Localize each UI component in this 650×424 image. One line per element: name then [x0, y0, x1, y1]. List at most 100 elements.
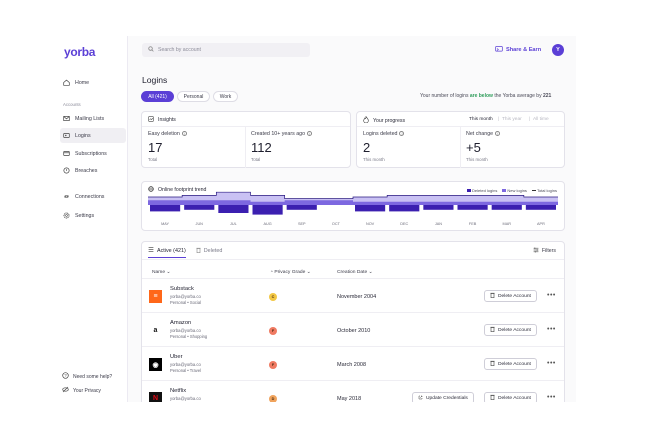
- sidebar-item-label: Settings: [75, 212, 95, 219]
- chevron-down-icon: ⌄: [368, 270, 373, 275]
- deleted-logins-bar: [150, 205, 181, 212]
- account-name[interactable]: Uber: [170, 354, 183, 360]
- account-tags: Personal • Shopping: [170, 334, 208, 339]
- trash-icon: [196, 247, 201, 255]
- table-row[interactable]: ◉ Uber yorba@yorba.co Personal • Travel F Mar…: [142, 346, 564, 380]
- more-options-icon[interactable]: •••: [547, 292, 556, 299]
- sidebar-item-mailing-lists[interactable]: Mailing Lists: [60, 111, 126, 126]
- period-all-time[interactable]: All time: [533, 117, 549, 122]
- table-row[interactable]: a Amazon yorba@yorba.co Personal • Shopping…: [142, 312, 564, 346]
- account-email: yorba@yorba.co: [170, 396, 201, 401]
- share-earn-button[interactable]: Share & Earn: [495, 45, 541, 54]
- info-icon[interactable]: i: [399, 131, 405, 137]
- update-credentials-button[interactable]: Update Credentials: [412, 392, 474, 402]
- column-name[interactable]: Name ⌄: [152, 269, 171, 275]
- filters-button[interactable]: Filters: [533, 247, 556, 255]
- sidebar-item-label: Logins: [75, 132, 91, 139]
- stat-label-text: Logins deleted: [363, 131, 398, 137]
- more-options-icon[interactable]: •••: [547, 394, 556, 401]
- delete-account-button[interactable]: Delete Account: [484, 358, 537, 370]
- deleted-logins-bar: [252, 205, 283, 215]
- legend-deleted: Deleted logins: [467, 188, 497, 193]
- search-icon: [148, 46, 154, 54]
- button-label: Delete Account: [498, 293, 531, 299]
- column-creation-date[interactable]: Creation Date ⌄: [337, 269, 373, 275]
- sidebar-item-connections[interactable]: Connections: [60, 189, 126, 204]
- shield-icon: ◔: [270, 270, 273, 275]
- more-options-icon[interactable]: •••: [547, 326, 556, 333]
- month-tick-label: MAR: [502, 222, 511, 226]
- month-tick-label: JUL: [230, 222, 237, 226]
- privacy-link[interactable]: Your Privacy: [62, 386, 101, 395]
- sidebar-item-home[interactable]: Home: [60, 75, 126, 90]
- month-tick-label: NOV: [365, 222, 375, 226]
- insights-header: Insights: [148, 116, 176, 124]
- footprint-trend-card: Online footprint trend Deleted logins Ne…: [141, 181, 565, 231]
- insights-card: Insights Easy deletion i 17 Total Created…: [141, 111, 351, 168]
- note-text: the Yorba average by: [492, 93, 543, 99]
- sidebar-item-settings[interactable]: Settings: [60, 208, 126, 223]
- legend-label: Total logins: [536, 188, 557, 193]
- total-logins-line: [148, 191, 558, 199]
- legend-swatch: [502, 189, 507, 193]
- card-icon: [63, 150, 70, 157]
- stat-label-text: Created 10+ years ago: [251, 131, 306, 137]
- privacy-label: Your Privacy: [73, 387, 101, 394]
- sidebar-item-breaches[interactable]: Breaches: [60, 163, 126, 178]
- avatar[interactable]: Y: [552, 44, 564, 56]
- tab-deleted[interactable]: Deleted: [196, 247, 222, 258]
- column-privacy-grade[interactable]: ◔ Privacy Grade ⌄: [270, 269, 311, 275]
- tab-active[interactable]: Active (421): [148, 247, 186, 258]
- delete-account-button[interactable]: Delete Account: [484, 324, 537, 336]
- legend-label: Deleted logins: [472, 188, 498, 193]
- amazon-logo: a: [149, 324, 162, 337]
- search-input[interactable]: Search by account: [142, 43, 310, 57]
- deleted-logins-bar: [491, 205, 522, 210]
- sidebar-item-label: Subscriptions: [75, 150, 107, 157]
- info-icon[interactable]: i: [307, 131, 313, 137]
- sidebar-item-subscriptions[interactable]: Subscriptions: [60, 146, 126, 161]
- logins-table-card: Active (421) Deleted Filters Name ⌄ ◔ Pr…: [141, 241, 565, 402]
- gift-icon: [495, 45, 503, 54]
- period-separator: |: [498, 117, 500, 122]
- period-this-year[interactable]: This year: [502, 117, 522, 122]
- delete-account-button[interactable]: Delete Account: [484, 290, 537, 302]
- created-old-label: Created 10+ years ago i: [251, 131, 313, 137]
- help-link[interactable]: ? Need some help?: [62, 372, 112, 381]
- chip-personal[interactable]: Personal: [177, 91, 210, 102]
- account-name[interactable]: Substack: [170, 286, 194, 292]
- month-tick-label: SEP: [297, 222, 306, 226]
- logins-deleted-sub: This month: [363, 157, 385, 162]
- divider: [142, 259, 564, 260]
- period-this-month[interactable]: This month: [469, 117, 493, 122]
- deleted-logins-bar: [457, 205, 488, 210]
- net-change-sub: This month: [466, 157, 488, 162]
- account-name[interactable]: Netflix: [170, 388, 187, 394]
- yorba-logo[interactable]: yorba: [64, 45, 96, 59]
- delete-account-button[interactable]: Delete Account: [484, 392, 537, 402]
- flame-icon: [363, 115, 369, 125]
- table-row[interactable]: ≡ Substack yorba@yorba.co Personal • Social…: [142, 278, 564, 312]
- alert-icon: [63, 167, 70, 174]
- net-change-label: Net change i: [466, 131, 501, 137]
- chip-work[interactable]: Work: [213, 91, 238, 102]
- column-label: Creation Date: [337, 270, 368, 275]
- deleted-logins-bar: [423, 205, 454, 210]
- account-name[interactable]: Amazon: [170, 320, 192, 326]
- month-tick-label: AUG: [263, 222, 272, 226]
- chip-all[interactable]: All (421): [141, 91, 174, 102]
- note-value: 221: [542, 93, 552, 99]
- trash-icon: [490, 292, 495, 300]
- button-label: Update Credentials: [426, 395, 468, 401]
- trash-icon: [490, 360, 495, 368]
- sidebar-section-label: Accounts: [63, 102, 81, 107]
- progress-title: Your progress: [373, 117, 406, 124]
- info-icon[interactable]: i: [181, 131, 187, 137]
- deleted-logins-bar: [355, 205, 386, 212]
- sidebar-item-logins[interactable]: Logins: [60, 128, 126, 143]
- column-label: Privacy Grade: [274, 270, 306, 275]
- button-label: Delete Account: [498, 361, 531, 367]
- info-icon[interactable]: i: [495, 131, 501, 137]
- more-options-icon[interactable]: •••: [547, 360, 556, 367]
